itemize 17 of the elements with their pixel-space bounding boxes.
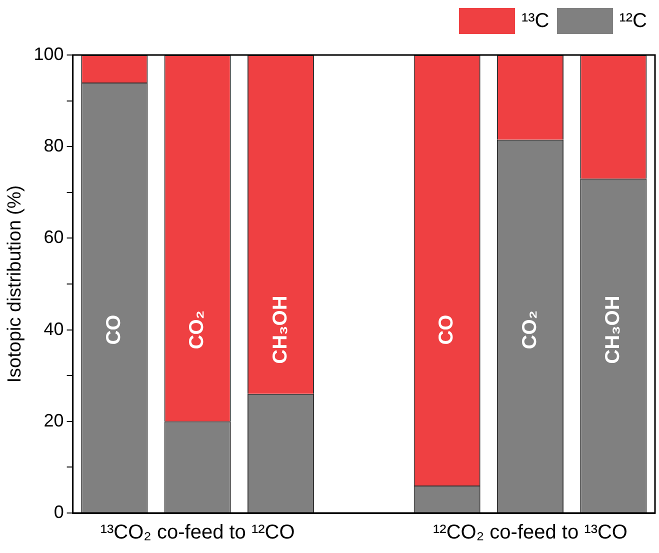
y-tick-label: 100 bbox=[34, 44, 64, 64]
legend-label: ¹³C bbox=[521, 10, 550, 32]
x-tick-label: CO₂ bbox=[186, 310, 208, 350]
x-tick-label: CO bbox=[102, 314, 125, 345]
y-axis-title: Isotopic distribution (%) bbox=[4, 185, 26, 383]
x-tick-label: CH₃OH bbox=[602, 296, 624, 364]
y-tick-label: 40 bbox=[44, 318, 64, 339]
x-tick-label: CH₃OH bbox=[269, 296, 292, 364]
text: ¹²CO₂ co-feed to ¹³CO bbox=[433, 522, 628, 544]
x-tick-label: CO₂ bbox=[518, 310, 541, 350]
legend-label: ¹²C bbox=[619, 10, 647, 32]
text: ¹³CO₂ co-feed to ¹²CO bbox=[100, 522, 295, 544]
y-tick-label: 0 bbox=[54, 502, 64, 522]
y-tick-label: 80 bbox=[44, 136, 64, 156]
y-tick-label: 60 bbox=[44, 227, 64, 248]
y-tick-label: 20 bbox=[44, 410, 64, 430]
x-tick-label: CO bbox=[436, 314, 458, 345]
